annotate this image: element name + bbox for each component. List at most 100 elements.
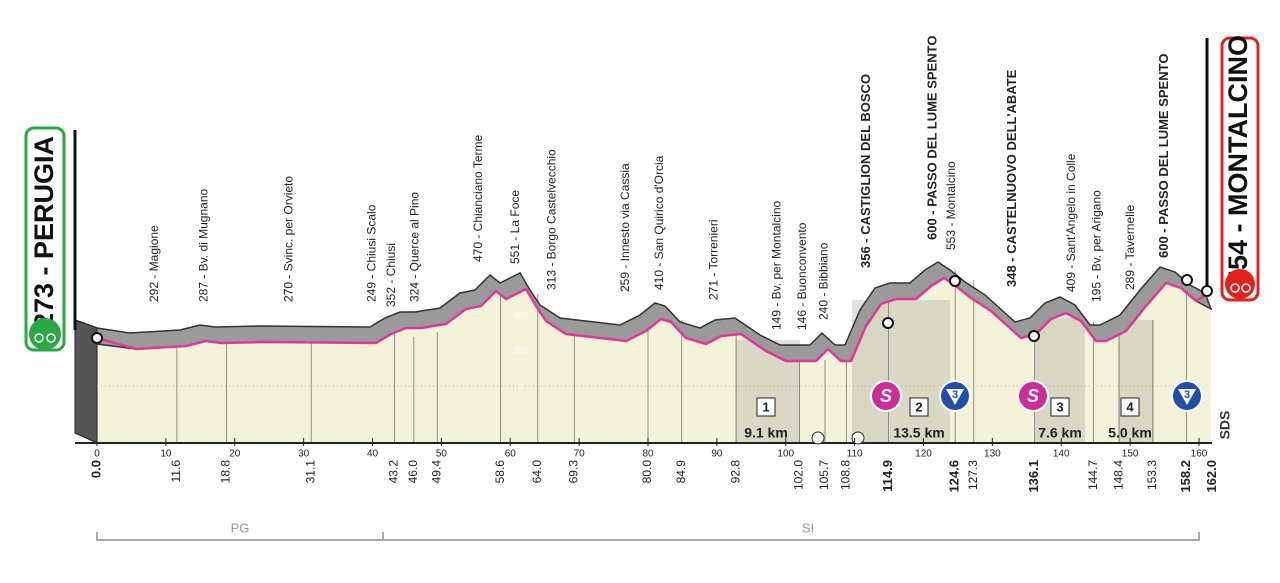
waypoint-label: 356 - CASTIGLION DEL BOSCO	[858, 74, 873, 268]
km-label: 148.4	[1111, 460, 1125, 490]
km-label: 49.4	[429, 460, 443, 484]
km-tick-label: 0	[94, 449, 100, 460]
waypoint-label: 240 - Bibbiano	[817, 242, 831, 320]
km-tick-label: 160	[1191, 449, 1208, 460]
km-tick-label: 110	[847, 449, 863, 460]
waypoint-label: 348 - CASTELNUOVO DELL'ABATE	[1004, 69, 1019, 287]
km-tick-label: 30	[298, 449, 310, 460]
waypoint-label: 553 - Montalcino	[944, 161, 958, 250]
route-line	[96, 276, 1212, 363]
waypoint-label: 409 - Sant'Angelo in Colle	[1064, 153, 1078, 292]
marker-symbol: S	[880, 386, 892, 406]
marker-symbol: 3	[952, 389, 958, 401]
sector-shade	[1118, 320, 1154, 443]
icon-part	[46, 333, 56, 343]
km-tick-label: 70	[574, 449, 586, 460]
waypoint-label: 352 - Chiusi	[384, 243, 398, 307]
sector-number: 1	[762, 399, 769, 414]
km-tick-label: 60	[505, 449, 517, 460]
km-label: 11.6	[169, 460, 183, 483]
region-label: SI	[802, 520, 814, 535]
climb-dot	[1181, 274, 1193, 286]
km-label: 18.8	[219, 460, 233, 484]
icon-part	[34, 333, 44, 343]
km-label: 158.2	[1178, 460, 1193, 493]
sector-length: 7.6 km	[1038, 425, 1082, 441]
logo: SDS	[1217, 411, 1233, 440]
km-label: 162.0	[1204, 460, 1219, 493]
km-label: 127.3	[966, 460, 980, 490]
waypoint-label: 149 - Bv. per Montalcino	[770, 200, 784, 330]
km-tick-label: 150	[1122, 449, 1139, 460]
climb-dot	[882, 317, 894, 329]
sector-number: 4	[1126, 399, 1134, 414]
waypoint-label: 600 - PASSO DEL LUME SPENTO	[1156, 54, 1171, 258]
ground	[97, 278, 1211, 443]
region-bracket	[96, 532, 1200, 541]
waypoint-label: 195 - Bv. per Arigano	[1089, 190, 1103, 302]
waypoint-label: 271 - Torrenieri	[706, 220, 720, 300]
km-label: 114.9	[880, 460, 895, 492]
km-tick-label: 100	[777, 449, 794, 460]
waypoint-label: 324 - Querce al Pino	[407, 192, 421, 302]
alt-tick-label: 400	[512, 310, 527, 320]
waypoint-label: 313 - Borgo Castelvecchio	[544, 149, 558, 290]
km-label: 43.2	[387, 460, 401, 484]
km-tick-label: 120	[915, 449, 932, 460]
waypoint-label: 249 - Chiusi Scalo	[365, 204, 379, 302]
sector-length: 5.0 km	[1108, 425, 1152, 441]
marker-badge	[870, 380, 902, 412]
km-label: 136.1	[1026, 460, 1041, 493]
sector-box	[1120, 397, 1140, 417]
cobble-icon	[811, 431, 825, 445]
waypoint-label: 600 - PASSO DEL LUME SPENTO	[925, 36, 940, 240]
km-tick-label: 10	[160, 449, 172, 460]
km-label: 46.0	[406, 460, 420, 484]
climb-dot	[1028, 330, 1040, 342]
sector-length: 13.5 km	[893, 425, 944, 441]
km-tick-label: 130	[984, 449, 1001, 460]
waypoint-label: 551 - La Foce	[508, 190, 522, 264]
km-tick-label: 90	[711, 449, 723, 460]
km-label: 153.3	[1145, 460, 1159, 490]
marker-triangle	[946, 389, 964, 405]
km-label: 124.6	[947, 460, 962, 493]
alt-tick-label: 0	[517, 380, 522, 390]
sector-box	[1050, 397, 1070, 417]
start-dot	[91, 332, 103, 344]
km-label: 144.7	[1086, 460, 1100, 490]
waypoint-label: 259 - Innesto via Cassia	[618, 163, 632, 292]
start-label: 273 - PERUGIA	[29, 136, 59, 328]
km-label: 69.3	[566, 460, 580, 484]
region-label: PG	[231, 520, 250, 535]
km-tick-label: 50	[436, 449, 448, 460]
start-icon	[29, 318, 61, 350]
sector-number: 3	[1056, 399, 1063, 414]
km-label: 92.8	[728, 460, 742, 484]
waypoint-label: 410 - San Quirico d'Orcia	[652, 155, 666, 290]
waypoint-label: 146 - Buonconvento	[795, 222, 809, 330]
km-label: 102.0	[792, 460, 806, 490]
km-label: 31.1	[303, 460, 317, 484]
marker-symbol: S	[1027, 386, 1039, 406]
km-label: 58.6	[493, 460, 507, 484]
km-label: 105.7	[817, 460, 831, 490]
waypoint-label: 270 - Svinc. per Orvieto	[281, 176, 295, 302]
sector-box	[756, 397, 776, 417]
cobble-icon	[851, 431, 865, 445]
alt-tick-label: 200	[512, 345, 527, 355]
finish-dot	[1201, 285, 1213, 297]
waypoint-label: 289 - Tavernelle	[1123, 205, 1137, 290]
km-label: 64.0	[530, 460, 544, 484]
km-label: 80.0	[640, 460, 654, 484]
sector-shade	[1035, 318, 1085, 443]
sector-length: 9.1 km	[744, 425, 788, 441]
km-tick-label: 20	[229, 449, 241, 460]
waypoint-label: 287 - Bv. di Mugnano	[197, 188, 211, 302]
icon-part	[1230, 283, 1240, 293]
climb-dot	[949, 275, 961, 287]
marker-badge	[1017, 380, 1049, 412]
waypoint-label: 470 - Chianciano Terme	[471, 134, 485, 262]
marker-triangle	[1178, 389, 1196, 405]
